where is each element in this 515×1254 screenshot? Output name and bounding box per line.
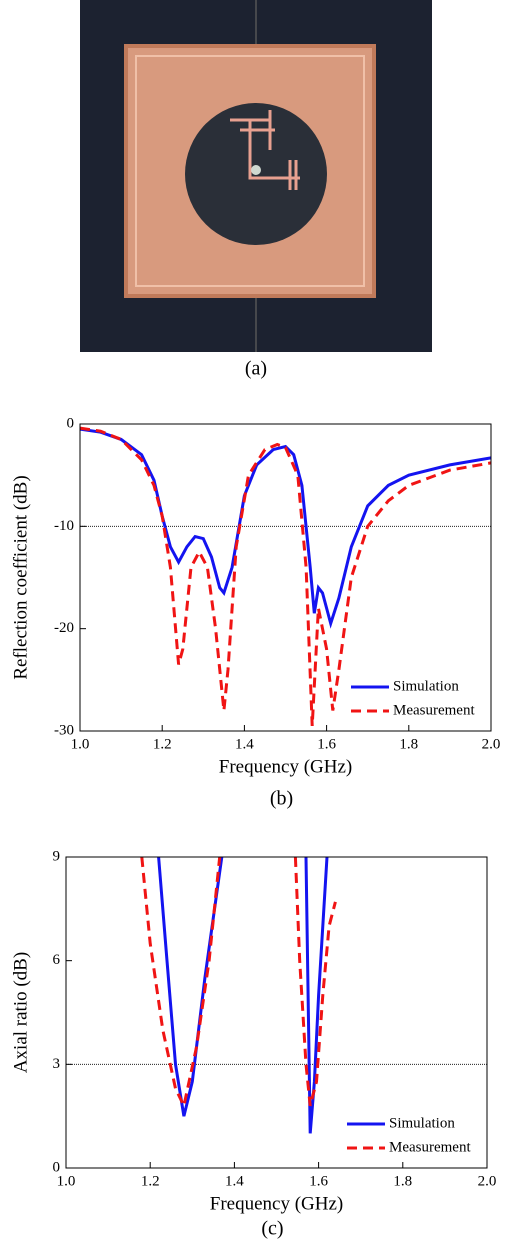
x-tick-label: 1.6: [317, 736, 336, 752]
antenna-photo: [80, 0, 432, 352]
series-line: [80, 426, 491, 726]
y-axis-label: Axial ratio (dB): [10, 952, 31, 1073]
x-tick-label: 1.8: [393, 1173, 412, 1189]
y-tick-label: 0: [67, 415, 75, 431]
feed-point: [251, 165, 261, 175]
legend-label: Simulation: [393, 678, 459, 694]
y-axis-label: Reflection coefficient (dB): [10, 475, 31, 679]
y-tick-label: 3: [53, 1056, 61, 1072]
x-tick-label: 1.6: [309, 1173, 328, 1189]
x-axis-label: Frequency (GHz): [210, 1193, 343, 1214]
legend-label: Measurement: [393, 702, 475, 718]
y-tick-label: 6: [53, 952, 61, 968]
copper-edge: [135, 55, 365, 287]
y-tick-label: -10: [54, 518, 74, 534]
x-tick-label: 1.2: [153, 736, 172, 752]
patch-traces: [230, 110, 300, 190]
x-tick-label: 1.0: [57, 1173, 76, 1189]
y-tick-label: 0: [53, 1159, 61, 1175]
legend-label: Simulation: [389, 1115, 455, 1131]
y-tick-label: -30: [54, 722, 74, 738]
x-tick-label: 2.0: [478, 1173, 497, 1189]
x-tick-label: 1.4: [235, 736, 254, 752]
y-tick-label: -20: [54, 620, 74, 636]
x-tick-label: 2.0: [482, 736, 501, 752]
x-tick-label: 1.8: [399, 736, 418, 752]
x-tick-label: 1.0: [71, 736, 90, 752]
legend-label: Measurement: [389, 1139, 471, 1155]
x-tick-label: 1.4: [225, 1173, 244, 1189]
plot-frame: [65, 856, 488, 1169]
y-tick-label: 9: [53, 848, 61, 864]
series-line: [157, 857, 329, 1134]
series-line: [140, 857, 337, 1111]
caption: (a): [245, 358, 267, 380]
caption: (c): [261, 1218, 283, 1240]
x-axis-label: Frequency (GHz): [219, 756, 352, 777]
x-tick-label: 1.2: [141, 1173, 160, 1189]
caption: (b): [270, 788, 293, 810]
plot-frame: [79, 423, 492, 732]
